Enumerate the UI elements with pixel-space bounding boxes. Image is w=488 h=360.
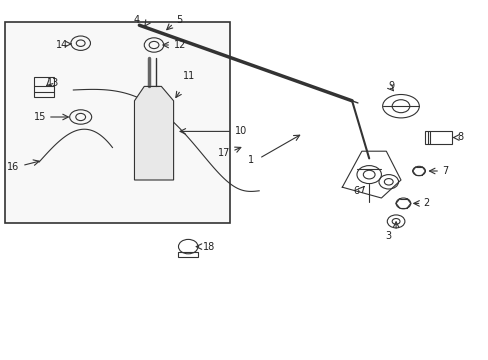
- Text: 17: 17: [217, 148, 229, 158]
- Text: 4: 4: [133, 15, 139, 25]
- Bar: [178, 252, 198, 257]
- Text: 5: 5: [176, 15, 182, 25]
- Text: 18: 18: [203, 242, 215, 252]
- Text: 6: 6: [352, 186, 359, 196]
- Text: 13: 13: [46, 78, 59, 88]
- Text: 15: 15: [34, 112, 46, 122]
- Text: 1: 1: [247, 155, 254, 165]
- Bar: [34, 77, 54, 97]
- Text: 14: 14: [56, 40, 68, 50]
- Text: 9: 9: [387, 81, 393, 91]
- Bar: [5, 22, 229, 223]
- Text: 12: 12: [173, 40, 185, 50]
- Text: 2: 2: [422, 198, 428, 208]
- Text: 3: 3: [385, 231, 391, 241]
- Polygon shape: [134, 86, 173, 180]
- Text: 10: 10: [234, 126, 246, 136]
- Text: 16: 16: [7, 162, 20, 172]
- Text: 7: 7: [442, 166, 448, 176]
- Bar: [425, 131, 451, 144]
- Text: 11: 11: [183, 71, 195, 81]
- Text: 8: 8: [456, 132, 463, 142]
